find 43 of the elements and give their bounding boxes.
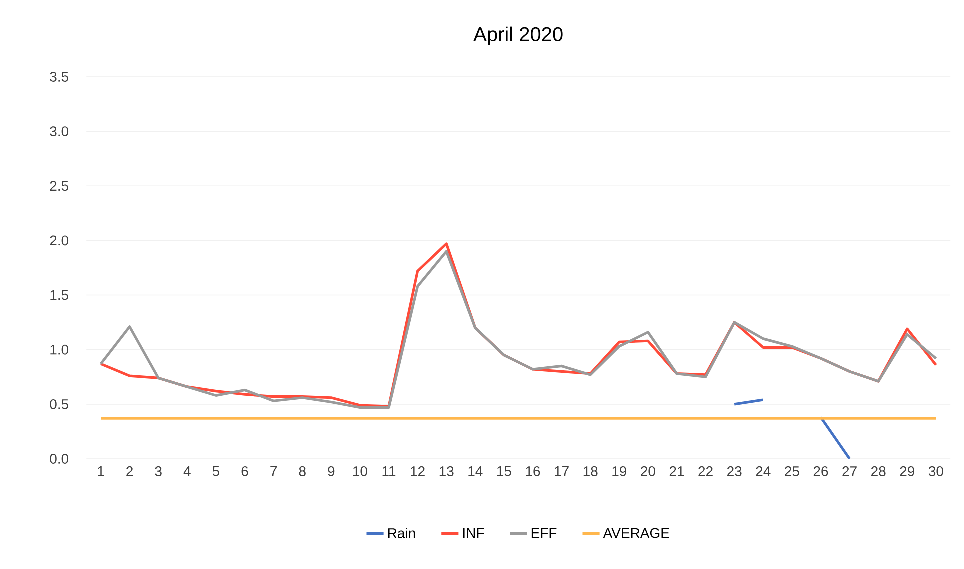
x-tick-label: 21 xyxy=(670,466,684,476)
x-tick-label: 22 xyxy=(698,466,713,476)
x-tick-label: 14 xyxy=(468,466,483,476)
x-tick-label: 20 xyxy=(641,466,656,476)
y-tick-label: 1.0 xyxy=(50,344,69,355)
y-tick-label: 2.0 xyxy=(50,236,69,246)
x-tick-label: 15 xyxy=(497,466,512,476)
x-tick-label: 5 xyxy=(212,466,220,476)
y-tick-label: 0.5 xyxy=(50,399,68,410)
x-tick-label: 8 xyxy=(299,466,306,476)
legend-label: INF xyxy=(463,528,484,538)
y-tick-label: 2.5 xyxy=(50,181,68,192)
y-tick-label: 0.0 xyxy=(50,454,69,464)
x-tick-label: 17 xyxy=(555,466,569,476)
x-tick-label: 12 xyxy=(411,466,425,476)
x-tick-label: 2 xyxy=(126,466,134,476)
x-tick-label: 10 xyxy=(353,466,368,476)
x-tick-label: 28 xyxy=(872,466,886,476)
y-tick-label: 3.0 xyxy=(50,126,69,137)
x-tick-label: 9 xyxy=(328,466,335,476)
chart-title: April 2020 xyxy=(474,26,563,46)
x-tick-label: 24 xyxy=(756,466,771,476)
legend-label: EFF xyxy=(532,528,557,538)
legend-label: AVERAGE xyxy=(603,528,670,538)
x-tick-label: 18 xyxy=(584,466,598,476)
x-tick-label: 29 xyxy=(900,466,915,476)
x-tick-label: 4 xyxy=(184,466,191,476)
x-tick-label: 27 xyxy=(842,466,857,476)
x-tick-label: 25 xyxy=(785,466,800,476)
x-tick-label: 19 xyxy=(612,466,627,476)
legend-label: Rain xyxy=(388,528,416,538)
x-tick-label: 11 xyxy=(382,466,396,476)
x-tick-label: 16 xyxy=(526,466,540,476)
x-tick-label: 3 xyxy=(155,466,162,476)
x-tick-label: 13 xyxy=(440,466,454,476)
x-tick-label: 7 xyxy=(270,466,277,476)
y-tick-label: 3.5 xyxy=(50,72,68,82)
x-tick-label: 1 xyxy=(98,466,104,476)
x-tick-label: 30 xyxy=(928,466,944,476)
x-tick-label: 26 xyxy=(814,466,828,476)
y-tick-label: 1.5 xyxy=(50,290,68,300)
x-tick-label: 23 xyxy=(728,466,742,476)
x-tick-label: 6 xyxy=(242,466,248,476)
